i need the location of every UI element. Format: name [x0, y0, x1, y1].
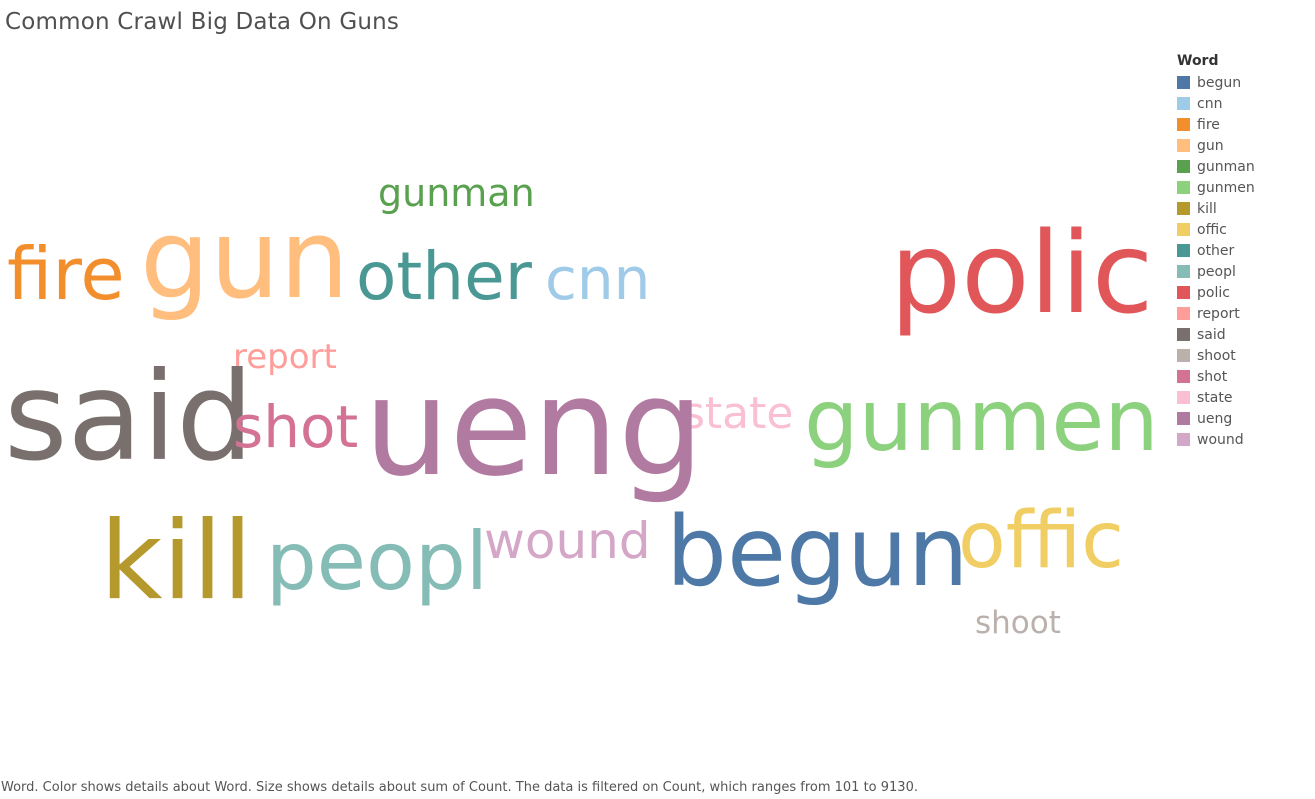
legend-swatch	[1177, 328, 1190, 341]
legend-swatch	[1177, 181, 1190, 194]
word-fire[interactable]: fire	[7, 232, 125, 316]
legend-swatch	[1177, 370, 1190, 383]
legend-label: state	[1197, 389, 1233, 406]
legend-items: begun cnn fire gun gunman gunmen kill offic othe…	[1177, 72, 1307, 450]
legend-swatch	[1177, 265, 1190, 278]
legend-swatch	[1177, 307, 1190, 320]
legend-label: said	[1197, 326, 1226, 343]
word-shot[interactable]: shot	[233, 393, 359, 461]
word-offic[interactable]: offic	[958, 496, 1125, 586]
legend-item-cnn[interactable]: cnn	[1177, 93, 1307, 114]
word-kill[interactable]: kill	[100, 499, 253, 624]
legend-label: begun	[1197, 74, 1242, 91]
word-wound[interactable]: wound	[484, 512, 651, 570]
legend-label: report	[1197, 305, 1240, 322]
word-ueng[interactable]: ueng	[364, 349, 704, 506]
legend-item-shot[interactable]: shot	[1177, 366, 1307, 387]
word-state[interactable]: state	[682, 388, 794, 439]
word-polic[interactable]: polic	[890, 209, 1154, 339]
legend-label: gun	[1197, 137, 1224, 154]
word-cnn[interactable]: cnn	[545, 245, 651, 313]
legend-item-ueng[interactable]: ueng	[1177, 408, 1307, 429]
word-shoot[interactable]: shoot	[975, 605, 1061, 641]
legend-swatch	[1177, 391, 1190, 404]
legend-item-said[interactable]: said	[1177, 324, 1307, 345]
legend-swatch	[1177, 349, 1190, 362]
legend: Word begun cnn fire gun gunman gunmen kill offi…	[1177, 53, 1307, 450]
legend-swatch	[1177, 433, 1190, 446]
legend-swatch	[1177, 97, 1190, 110]
word-cloud: begun cnn fire gun gunman gunmen kill offic othe…	[4, 171, 1159, 641]
word-other[interactable]: other	[356, 238, 532, 315]
legend-item-fire[interactable]: fire	[1177, 114, 1307, 135]
word-gunmen[interactable]: gunmen	[804, 371, 1159, 471]
chart-caption: Word. Color shows details about Word. Si…	[1, 780, 918, 795]
legend-item-gun[interactable]: gun	[1177, 135, 1307, 156]
legend-item-begun[interactable]: begun	[1177, 72, 1307, 93]
word-said[interactable]: said	[4, 346, 254, 488]
legend-title: Word	[1177, 53, 1219, 69]
legend-swatch	[1177, 286, 1190, 299]
legend-swatch	[1177, 118, 1190, 131]
legend-item-offic[interactable]: offic	[1177, 219, 1307, 240]
legend-item-state[interactable]: state	[1177, 387, 1307, 408]
legend-label: kill	[1197, 200, 1217, 217]
legend-label: wound	[1197, 431, 1244, 448]
legend-item-shoot[interactable]: shoot	[1177, 345, 1307, 366]
legend-swatch	[1177, 412, 1190, 425]
legend-label: shoot	[1197, 347, 1236, 364]
legend-label: polic	[1197, 284, 1230, 301]
legend-swatch	[1177, 160, 1190, 173]
word-peopl[interactable]: peopl	[266, 515, 488, 608]
legend-label: gunman	[1197, 158, 1255, 175]
legend-item-wound[interactable]: wound	[1177, 429, 1307, 450]
legend-label: gunmen	[1197, 179, 1255, 196]
legend-item-gunmen[interactable]: gunmen	[1177, 177, 1307, 198]
legend-swatch	[1177, 244, 1190, 257]
legend-label: fire	[1197, 116, 1220, 133]
legend-label: offic	[1197, 221, 1227, 238]
legend-item-other[interactable]: other	[1177, 240, 1307, 261]
legend-label: ueng	[1197, 410, 1233, 427]
legend-item-kill[interactable]: kill	[1177, 198, 1307, 219]
word-begun[interactable]: begun	[666, 496, 969, 608]
legend-label: cnn	[1197, 95, 1223, 112]
word-gun[interactable]: gun	[140, 195, 350, 323]
legend-label: other	[1197, 242, 1235, 259]
legend-label: peopl	[1197, 263, 1236, 280]
legend-item-peopl[interactable]: peopl	[1177, 261, 1307, 282]
word-gunman[interactable]: gunman	[378, 171, 535, 215]
legend-item-polic[interactable]: polic	[1177, 282, 1307, 303]
legend-swatch	[1177, 76, 1190, 89]
legend-swatch	[1177, 202, 1190, 215]
legend-item-report[interactable]: report	[1177, 303, 1307, 324]
legend-item-gunman[interactable]: gunman	[1177, 156, 1307, 177]
chart-title: Common Crawl Big Data On Guns	[5, 9, 400, 35]
legend-swatch	[1177, 139, 1190, 152]
word-report[interactable]: report	[233, 337, 337, 377]
legend-label: shot	[1197, 368, 1228, 385]
legend-swatch	[1177, 223, 1190, 236]
